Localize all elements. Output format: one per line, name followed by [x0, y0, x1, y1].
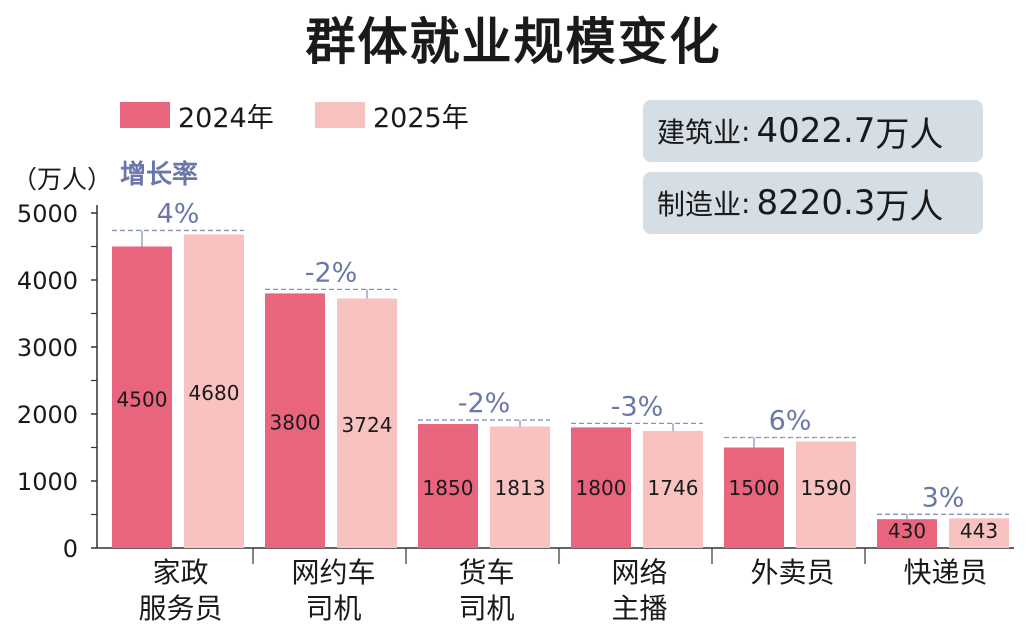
x-category-label: 外卖员: [750, 556, 834, 589]
bar-value-label-2024: 4500: [117, 387, 168, 411]
bar-value-label-2024: 3800: [270, 411, 321, 435]
stat-box-construction: 建筑业:4022.7 万人: [643, 100, 983, 162]
bar-value-label-2024: 1850: [423, 476, 474, 500]
bar-2025: [337, 298, 397, 548]
legend-item-2024: 2024年: [120, 100, 274, 134]
chart-title: 群体就业规模变化: [305, 13, 722, 71]
growth-rate-value: -2%: [305, 257, 358, 288]
stat-label-manufacturing: 制造业: [657, 188, 742, 221]
stat-label-construction: 建筑业: [657, 116, 742, 149]
x-category-label: 服务员: [138, 592, 222, 625]
bar-value-label-2025: 443: [960, 519, 998, 543]
x-category-label: 网络: [611, 556, 667, 589]
bar-2024: [571, 427, 631, 548]
x-category-label: 网约车: [291, 556, 375, 589]
stat-colon: :: [741, 186, 751, 220]
y-tick-label: 4000: [17, 267, 78, 295]
growth-rate-value: 3%: [922, 482, 965, 513]
growth-rate-value: -3%: [611, 391, 664, 422]
bar-value-label-2024: 1800: [576, 476, 627, 500]
x-category-label: 家政: [152, 556, 208, 589]
bar-2024: [877, 519, 937, 548]
bar-2025: [643, 431, 703, 548]
x-category-label: 快递员: [903, 556, 987, 589]
bar-2025: [490, 426, 550, 548]
y-tick-label: 0: [63, 535, 78, 563]
legend-item-2025: 2025年: [315, 100, 469, 134]
bar-2024: [724, 447, 784, 548]
legend-label-2025: 2025年: [373, 102, 469, 134]
stat-unit-construction: 万人: [875, 114, 944, 155]
bar-2025: [949, 518, 1009, 548]
x-category-label: 司机: [305, 592, 361, 625]
legend-swatch-2024: [120, 102, 170, 128]
bar-value-label-2024: 1500: [729, 476, 780, 500]
y-tick-label: 1000: [17, 468, 78, 496]
legend-label-2024: 2024年: [178, 102, 274, 134]
growth-rate-value: 4%: [157, 198, 200, 229]
bar-2025: [184, 234, 244, 548]
stat-value-construction: 4022.7: [756, 111, 876, 151]
bar-2024: [112, 246, 172, 548]
stat-colon: :: [741, 114, 751, 148]
growth-rate-value: -2%: [458, 388, 511, 419]
bar-value-label-2024: 430: [888, 519, 926, 543]
growth-rate-value: 6%: [769, 405, 812, 436]
y-tick-label: 3000: [17, 334, 78, 362]
x-category-label: 司机: [458, 592, 514, 625]
x-category-label: 货车: [458, 556, 514, 589]
stat-unit-manufacturing: 万人: [875, 186, 944, 227]
bar-2024: [418, 424, 478, 548]
x-category-label: 主播: [611, 592, 667, 625]
growth-rate-label: 增长率: [120, 160, 199, 190]
bar-value-label-2025: 4680: [189, 381, 240, 405]
y-tick-label: 2000: [17, 401, 78, 429]
bar-2025: [796, 441, 856, 548]
legend-swatch-2025: [315, 102, 365, 128]
bar-2024: [265, 293, 325, 548]
stat-value-manufacturing: 8220.3: [756, 183, 876, 223]
stat-box-manufacturing: 制造业:8220.3 万人: [643, 172, 983, 234]
bar-value-label-2025: 1590: [801, 476, 852, 500]
bar-value-label-2025: 1813: [495, 476, 546, 500]
y-tick-label: 5000: [17, 200, 78, 228]
y-axis-unit-label: （万人）: [12, 165, 113, 194]
bar-value-label-2025: 1746: [648, 476, 699, 500]
bar-value-label-2025: 3724: [342, 413, 393, 437]
